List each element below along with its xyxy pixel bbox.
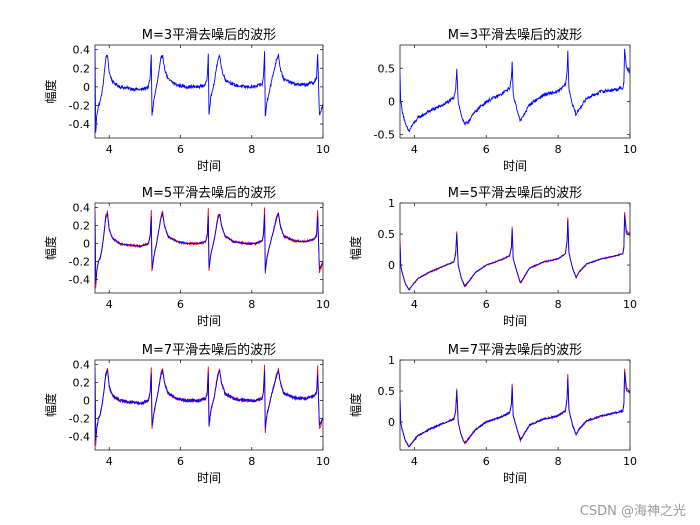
y-tick-label: 0	[388, 95, 395, 108]
x-tick-label: 4	[411, 455, 418, 468]
y-tick-label: 1	[388, 197, 395, 210]
y-tick-label: 0.5	[378, 62, 396, 75]
y-tick-label: 0.4	[73, 44, 91, 57]
y-axis-label: 幅度	[43, 393, 58, 417]
y-tick-label: -0.4	[69, 274, 90, 287]
y-tick-label: 0	[388, 259, 395, 272]
x-tick-label: 10	[623, 455, 637, 468]
chart-title: M=5平滑去噪后的波形	[142, 185, 276, 201]
x-tick-label: 6	[483, 455, 490, 468]
series-line-2	[400, 371, 630, 448]
y-tick-label: -0.2	[69, 413, 90, 426]
x-tick-label: 8	[248, 143, 255, 156]
x-tick-label: 10	[316, 455, 330, 468]
y-tick-label: 0.2	[73, 62, 91, 75]
y-tick-label: 0.5	[378, 385, 396, 398]
plot-area	[399, 202, 631, 294]
x-tick-label: 6	[177, 143, 184, 156]
y-tick-label: -0.4	[69, 118, 90, 131]
x-tick-label: 6	[177, 455, 184, 468]
x-tick-label: 8	[555, 455, 562, 468]
x-tick-label: 10	[316, 143, 330, 156]
y-tick-label: -0.2	[69, 99, 90, 112]
plot-area	[399, 359, 631, 451]
series-line-2	[400, 215, 630, 291]
x-axis-label: 时间	[503, 471, 527, 485]
y-tick-label: 0.2	[73, 377, 91, 390]
chart-title: M=7平滑去噪后的波形	[448, 342, 582, 358]
series-line-2	[95, 367, 323, 441]
x-axis-label: 时间	[197, 471, 221, 485]
x-tick-label: 8	[555, 298, 562, 311]
y-tick-label: 0.4	[73, 202, 91, 215]
y-axis-label: 幅度	[43, 236, 58, 260]
watermark: CSDN @海神之光	[579, 504, 686, 519]
plot-area	[399, 44, 631, 139]
chart-title: M=3平滑去噪后的波形	[448, 27, 582, 43]
x-tick-label: 8	[555, 143, 562, 156]
chart-title: M=5平滑去噪后的波形	[448, 185, 582, 201]
x-tick-label: 4	[411, 298, 418, 311]
x-tick-label: 10	[316, 298, 330, 311]
x-tick-label: 6	[177, 298, 184, 311]
y-tick-label: -0.2	[69, 256, 90, 269]
y-axis-label: 幅度	[348, 393, 363, 417]
y-tick-label: 0.5	[378, 228, 396, 241]
x-axis-label: 时间	[197, 314, 221, 328]
x-tick-label: 10	[623, 143, 637, 156]
y-axis-label: 幅度	[43, 79, 58, 103]
chart-title: M=3平滑去噪后的波形	[142, 27, 276, 43]
x-tick-label: 4	[106, 298, 113, 311]
series-line-2	[95, 211, 323, 284]
x-axis-label: 时间	[503, 314, 527, 328]
y-tick-label: 0	[83, 81, 90, 94]
x-axis-label: 时间	[503, 159, 527, 173]
y-tick-label: 0.2	[73, 220, 91, 233]
y-tick-label: 0	[388, 416, 395, 429]
x-tick-label: 4	[106, 455, 113, 468]
y-tick-label: 0	[83, 238, 90, 251]
y-axis-label: 幅度	[348, 236, 363, 260]
x-tick-label: 6	[483, 143, 490, 156]
x-tick-label: 8	[248, 455, 255, 468]
series-line-1	[95, 48, 323, 133]
y-tick-label: 1	[388, 354, 395, 367]
x-tick-label: 6	[483, 298, 490, 311]
x-tick-label: 4	[411, 143, 418, 156]
chart-title: M=7平滑去噪后的波形	[142, 342, 276, 358]
series-line-1	[400, 48, 630, 133]
x-tick-label: 10	[623, 298, 637, 311]
y-tick-label: 0	[83, 395, 90, 408]
y-tick-label: -0.5	[374, 129, 395, 142]
y-tick-label: 0.4	[73, 359, 91, 372]
x-tick-label: 8	[248, 298, 255, 311]
y-tick-label: -0.4	[69, 431, 90, 444]
x-tick-label: 4	[106, 143, 113, 156]
x-axis-label: 时间	[197, 159, 221, 173]
